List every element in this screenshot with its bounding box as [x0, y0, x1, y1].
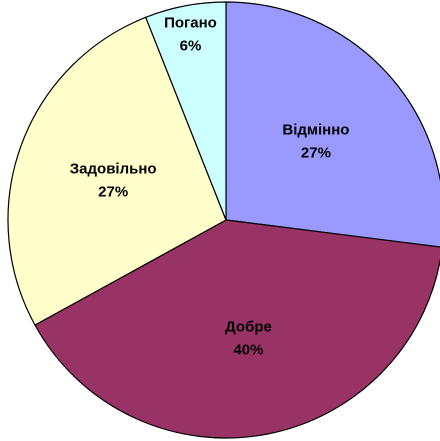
slice-label: Відмінно	[282, 122, 349, 139]
pie-slice	[144, 1, 227, 221]
slice-value-label: 27%	[301, 145, 331, 162]
slice-value-label: 6%	[180, 38, 202, 55]
pie-slice	[7, 16, 227, 326]
slice-value-label: 27%	[98, 183, 128, 200]
slice-label: Погано	[164, 15, 217, 32]
pie-slice	[225, 1, 440, 248]
slice-label: Добре	[225, 319, 272, 336]
pie-slice	[34, 219, 440, 439]
slice-value-label: 40%	[233, 342, 263, 359]
slice-label: Задовільно	[70, 160, 157, 177]
